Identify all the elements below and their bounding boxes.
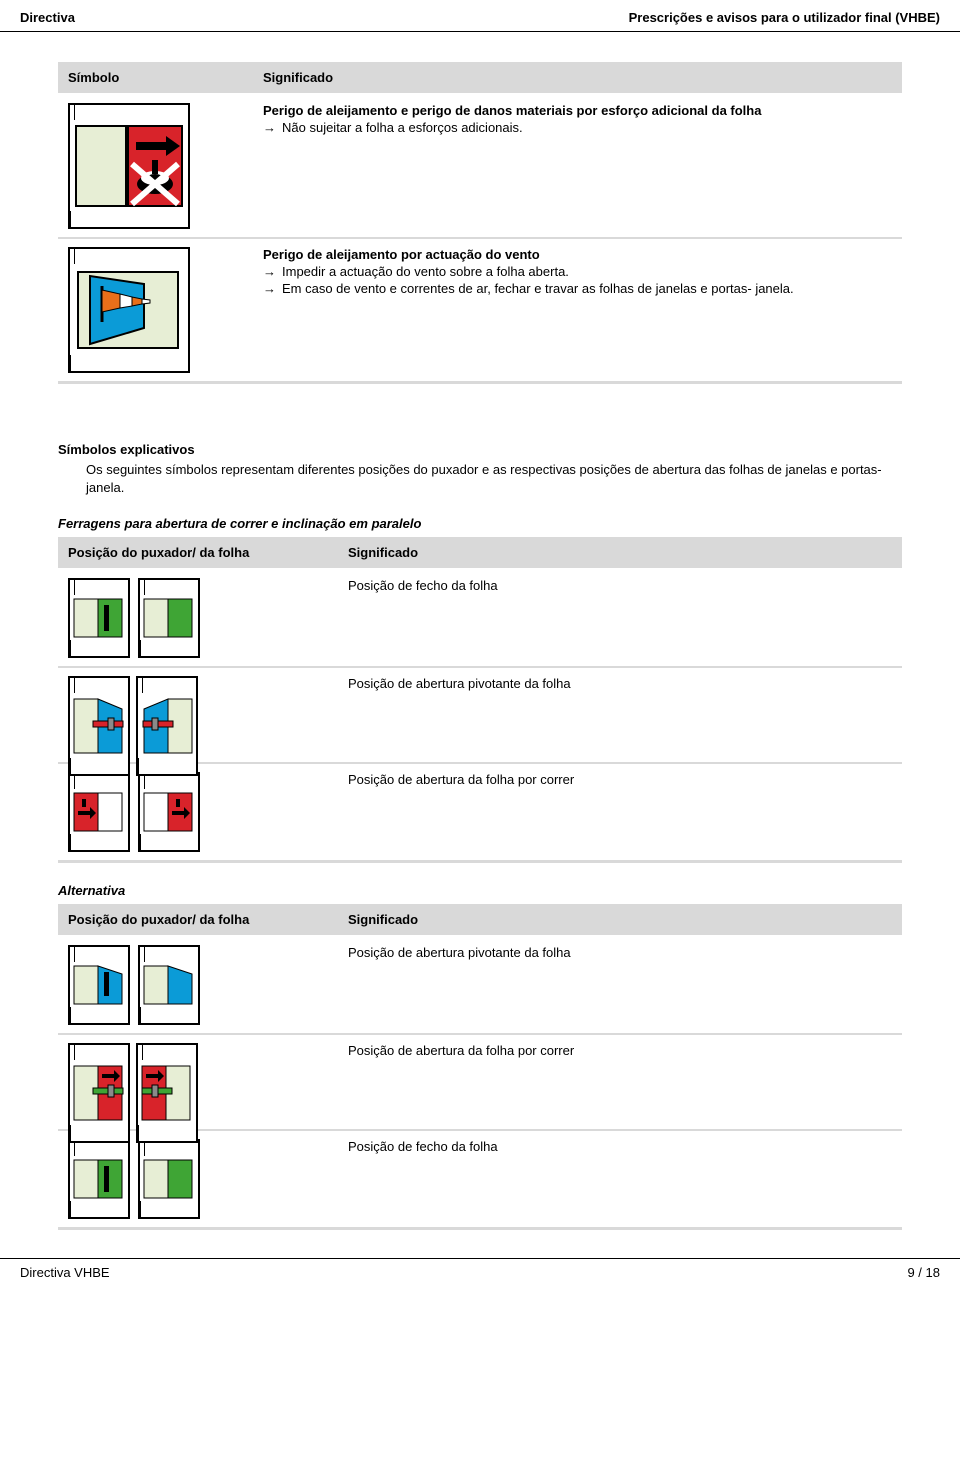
- arrow-icon: →: [263, 120, 276, 135]
- table-row: Perigo de aleijamento e perigo de danos …: [58, 94, 902, 238]
- slide-sash-icon: [138, 772, 200, 852]
- section-explicativos-body: Os seguintes símbolos representam difere…: [86, 461, 902, 496]
- t3-r2: Posição de abertura da folha por correr: [338, 1034, 902, 1130]
- alt-tilt-sash-icon: [138, 945, 200, 1025]
- closed-sash-icon: [138, 578, 200, 658]
- t2-r3: Posição de abertura da folha por correr: [338, 763, 902, 862]
- row2-b1: Impedir a actuação do vento sobre a folh…: [282, 264, 569, 279]
- row1-title: Perigo de aleijamento e perigo de danos …: [263, 103, 892, 118]
- table-row: Posição de abertura da folha por correr: [58, 763, 902, 862]
- t3-r3: Posição de fecho da folha: [338, 1130, 902, 1229]
- alt-closed-handle-icon: [68, 1139, 130, 1219]
- closed-handle-icon: [68, 578, 130, 658]
- table-row: Posição de fecho da folha: [58, 1130, 902, 1229]
- alt-closed-sash-icon: [138, 1139, 200, 1219]
- t3-h2: Significado: [338, 904, 902, 936]
- alt-tilt-handle-icon: [68, 945, 130, 1025]
- t1-h1: Símbolo: [58, 62, 253, 94]
- hazard-wind-icon: [68, 247, 190, 373]
- t2-h1: Posição do puxador/ da folha: [58, 537, 338, 569]
- t1-h2: Significado: [253, 62, 902, 94]
- table-row: Posição de abertura pivotante da folha: [58, 667, 902, 763]
- table-row: Posição de abertura da folha por correr: [58, 1034, 902, 1130]
- hazard-extra-load-icon: [68, 103, 190, 229]
- table2-title: Ferragens para abertura de correr e incl…: [58, 516, 902, 531]
- footer-right: 9 / 18: [907, 1265, 940, 1280]
- t2-r2: Posição de abertura pivotante da folha: [338, 667, 902, 763]
- slide-handle-icon: [68, 772, 130, 852]
- t3-r1: Posição de abertura pivotante da folha: [338, 936, 902, 1034]
- table3-title: Alternativa: [58, 883, 902, 898]
- arrow-icon: →: [263, 264, 276, 279]
- t2-h2: Significado: [338, 537, 902, 569]
- t2-r1: Posição de fecho da folha: [338, 569, 902, 667]
- table-row: Posição de fecho da folha: [58, 569, 902, 667]
- table-row: Perigo de aleijamento por actuação do ve…: [58, 238, 902, 383]
- table-row: Posição de abertura pivotante da folha: [58, 936, 902, 1034]
- header-left: Directiva: [20, 10, 75, 25]
- tilt-position-icon: [68, 676, 198, 754]
- row1-b1: Não sujeitar a folha a esforços adiciona…: [282, 120, 523, 135]
- t3-h1: Posição do puxador/ da folha: [58, 904, 338, 936]
- section-explicativos-title: Símbolos explicativos: [58, 442, 902, 457]
- symbols-table-1: Símbolo Significado: [58, 62, 902, 384]
- content: Símbolo Significado: [0, 32, 960, 1230]
- page-footer: Directiva VHBE 9 / 18: [0, 1258, 960, 1290]
- page-header: Directiva Prescrições e avisos para o ut…: [0, 0, 960, 32]
- header-right: Prescrições e avisos para o utilizador f…: [629, 10, 940, 25]
- footer-left: Directiva VHBE: [20, 1265, 110, 1280]
- positions-table-2: Posição do puxador/ da folha Significado: [58, 537, 902, 863]
- positions-table-3: Posição do puxador/ da folha Significado: [58, 904, 902, 1230]
- alt-slide-position-icon: [68, 1043, 198, 1121]
- row2-b2: Em caso de vento e correntes de ar, fech…: [282, 281, 794, 296]
- arrow-icon: →: [263, 281, 276, 296]
- row2-title: Perigo de aleijamento por actuação do ve…: [263, 247, 892, 262]
